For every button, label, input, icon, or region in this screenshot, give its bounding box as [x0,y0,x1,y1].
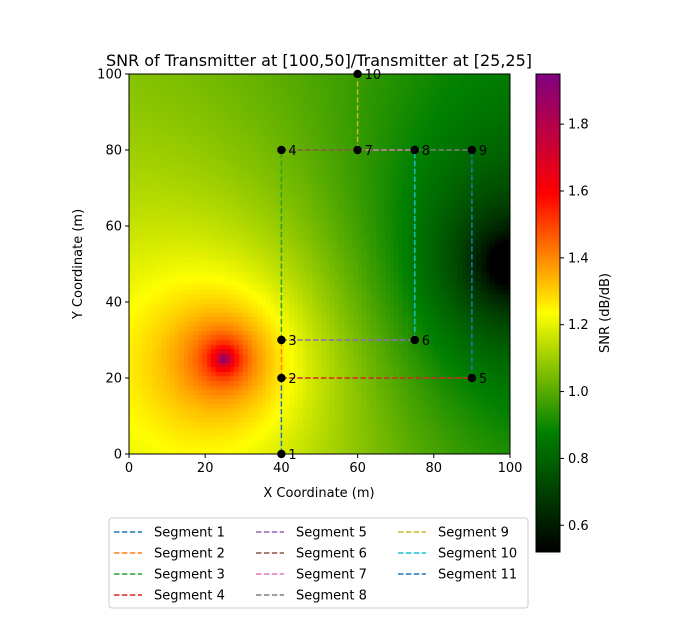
legend-entry: Segment 2 [114,547,225,562]
legend-entry: Segment 10 [398,547,517,562]
legend-items: Segment 1 Segment 2 Segment 3 Segment 4 Segm… [114,526,517,604]
colorbar-tick-label: 0.6 [568,519,589,534]
legend-label: Segment 3 [154,568,225,583]
x-tick-label: 60 [349,461,366,476]
y-tick-label: 80 [105,144,122,159]
waypoint-marker [277,373,286,383]
waypoint-label: 7 [365,144,373,159]
legend-label: Segment 4 [154,589,225,604]
legend-label: Segment 2 [154,547,225,562]
y-tick-label: 100 [97,68,122,83]
x-tick-label: 80 [426,461,443,476]
waypoint-label: 9 [479,144,487,159]
y-tick-label: 60 [105,220,122,235]
waypoint-marker [410,145,419,155]
colorbar-frame [535,73,561,553]
waypoint-marker [467,145,477,155]
x-tick-label: 20 [197,461,214,476]
waypoint-label: 10 [365,68,382,83]
legend-entry: Segment 9 [398,526,509,541]
waypoint-marker [277,335,286,345]
waypoint-label: 2 [288,372,296,387]
y-axis-label: Y Coordinate (m) [71,209,86,320]
heatmap-area [129,74,510,454]
waypoint-marker [277,145,286,155]
legend-label: Segment 8 [296,589,367,604]
legend-entry: Segment 4 [114,589,225,604]
colorbar-tick-label: 1.6 [568,184,589,199]
legend-entry: Segment 11 [398,568,517,583]
waypoint-label: 5 [479,372,487,387]
legend-label: Segment 11 [438,568,517,583]
legend-entry: Segment 1 [114,526,225,541]
x-tick-label: 100 [498,461,523,476]
waypoint-label: 4 [288,144,296,159]
waypoint-label: 3 [288,334,296,349]
colorbar-tick-label: 1.8 [568,118,589,133]
waypoint-marker [353,145,362,155]
x-axis-ticks: 0 20 40 60 80 100 [125,454,523,476]
snr-heatmap [129,74,510,454]
y-tick-label: 20 [105,372,122,387]
legend-entry: Segment 8 [256,589,367,604]
waypoint-marker [467,373,477,383]
legend-entry: Segment 7 [256,568,367,583]
legend-box [108,517,529,609]
legend-entry: Segment 3 [114,568,225,583]
colorbar-label: SNR (dB/dB) [598,273,613,353]
colorbar-tick-label: 1.2 [568,318,589,333]
colorbar-tick-label: 0.8 [568,452,589,467]
colorbar-tick-label: 1.4 [568,251,589,266]
y-axis-ticks: 0 20 40 60 80 100 [97,68,129,463]
legend-label: Segment 6 [296,547,367,562]
legend: Segment 1 Segment 2 Segment 3 Segment 4 Segm… [108,517,529,609]
y-tick-label: 0 [114,448,122,463]
segments-layer [280,74,473,454]
plot-frame [128,73,511,455]
x-tick-label: 40 [273,461,290,476]
waypoint-marker [410,335,419,345]
colorbar-ticks: 0.6 0.8 1.0 1.2 1.4 1.6 1.8 [560,118,589,534]
waypoint-label: 8 [422,144,430,159]
waypoint-label: 1 [288,448,296,463]
y-tick-label: 40 [105,296,122,311]
legend-entry: Segment 5 [256,526,367,541]
legend-label: Segment 1 [154,526,225,541]
legend-entry: Segment 6 [256,547,367,562]
waypoints-layer: 1 2 3 4 5 6 7 8 9 10 [277,68,487,463]
legend-label: Segment 10 [438,547,517,562]
colorbar-gradient [536,74,560,552]
waypoint-label: 6 [422,334,430,349]
legend-label: Segment 9 [438,526,509,541]
legend-label: Segment 7 [296,568,367,583]
chart-title: SNR of Transmitter at [100,50]/Transmitt… [106,51,532,70]
x-axis-label: X Coordinate (m) [263,486,374,501]
x-tick-label: 0 [125,461,133,476]
colorbar-tick-label: 1.0 [568,385,589,400]
legend-label: Segment 5 [296,526,367,541]
colorbar: 0.6 0.8 1.0 1.2 1.4 1.6 1.8 SNR (dB/dB) [535,73,613,553]
